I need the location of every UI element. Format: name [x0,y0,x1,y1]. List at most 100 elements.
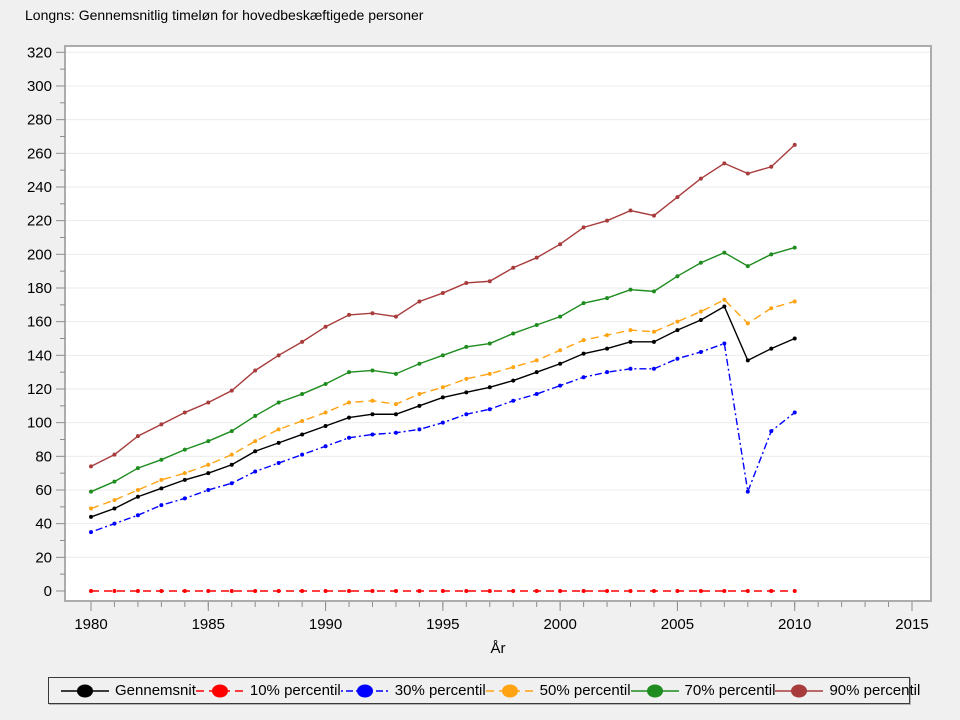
data-point [745,264,750,269]
data-point [487,385,492,390]
data-point [440,589,445,593]
data-point [769,252,774,257]
y-tick-label: 220 [27,213,52,230]
legend-marker-icon [485,684,534,697]
data-point [89,489,93,494]
data-point [534,358,539,363]
legend-item-30-percentil: 30% percentil [340,682,486,699]
data-point [698,589,703,593]
data-point [581,375,586,380]
series-50-percentil [89,297,797,511]
data-point [487,279,492,284]
data-point [792,245,797,250]
data-point [698,260,703,265]
y-tick-label: 320 [27,44,52,61]
data-point [511,365,516,370]
y-tick-label: 240 [27,179,52,196]
data-point [651,366,656,371]
data-point [722,297,727,302]
data-point [628,366,633,371]
legend-label: 30% percentil [394,682,486,699]
data-point [253,469,258,474]
data-point [605,370,610,375]
data-point [229,589,234,593]
data-point [769,306,774,311]
legend-label: 90% percentil [829,682,921,699]
data-point [323,424,328,429]
data-point [135,494,140,499]
legend-label: 50% percentil [539,682,631,699]
data-point [300,392,305,397]
data-point [347,400,352,405]
data-point [370,311,375,316]
data-point [675,589,680,593]
data-point [651,339,656,344]
data-point [745,589,750,593]
data-point [300,432,305,437]
data-point [229,388,234,393]
data-point [393,402,398,407]
data-point [722,341,727,346]
data-point [581,351,586,356]
data-point [698,309,703,314]
y-tick-label: 100 [27,415,52,432]
data-point [675,356,680,361]
data-point [745,171,750,176]
series-70-percentil [89,245,797,494]
data-point [534,255,539,260]
data-point [89,589,93,593]
data-point [112,506,117,511]
data-point [276,427,281,432]
y-tick-label: 200 [27,246,52,263]
data-point [417,392,422,397]
data-point [651,329,656,334]
data-point [511,398,516,403]
data-point [276,589,281,593]
data-point [581,301,586,306]
data-point [605,218,610,223]
data-point [769,346,774,351]
legend-label: 70% percentil [684,682,776,699]
legend-circle-icon [791,684,808,697]
data-point [276,440,281,445]
legend-circle-icon [646,684,663,697]
y-tick-label: 120 [27,381,52,398]
data-point [159,477,164,482]
data-point [581,589,586,593]
data-point [135,513,140,518]
data-point [534,589,539,593]
legend-circle-icon [77,684,93,697]
data-point [440,353,445,358]
legend-circle-icon [211,684,228,697]
data-point [534,323,539,328]
legend-item-70-percentil: 70% percentil [630,682,776,699]
data-point [464,390,469,395]
data-point [628,208,633,213]
series-30-percentil [89,341,797,535]
data-point [159,503,164,508]
data-point [159,589,164,593]
data-point [605,589,610,593]
legend-marker-icon [195,684,244,697]
data-point [229,462,234,467]
data-point [464,344,469,349]
data-point [792,589,797,593]
legend-item-50-percentil: 50% percentil [485,682,631,699]
data-point [417,403,422,408]
data-point [511,331,516,336]
data-point [487,341,492,346]
data-point [558,383,563,388]
data-point [792,299,797,304]
data-point [651,213,656,218]
data-point [370,368,375,373]
data-point [792,336,797,341]
data-point [605,333,610,338]
y-tick-label: 280 [27,112,52,129]
data-point [206,471,211,476]
data-point [675,274,680,279]
data-point [112,479,117,484]
data-point [698,176,703,181]
line-chart: 0 20 40 60 80 100 120 140 160 180 200 220 240 260 280 3… [27,44,932,657]
series-gennemsnit [89,304,797,519]
data-point [628,589,633,593]
